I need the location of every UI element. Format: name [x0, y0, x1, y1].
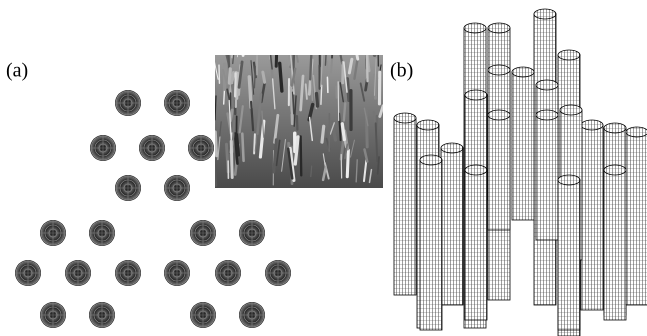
sem-wire	[280, 63, 282, 91]
cylinder-body	[465, 170, 487, 320]
cylinder-body	[604, 170, 626, 320]
sem-wire	[306, 84, 307, 99]
sem-wire	[375, 36, 378, 55]
cylinder-cap	[558, 50, 580, 60]
cylinder-cap	[560, 105, 582, 115]
cylinder-cap	[604, 165, 626, 175]
sem-wire	[232, 86, 234, 99]
sem-wire	[344, 103, 345, 120]
sem-wire	[229, 69, 230, 83]
cylinder-cap	[420, 155, 442, 165]
cylinder-cap	[626, 127, 647, 137]
cylinder-cap	[441, 143, 463, 153]
sem-wire	[378, 31, 379, 66]
sem-wire	[356, 48, 358, 59]
panel-b: (b)	[390, 9, 647, 336]
cylinder-body	[420, 160, 442, 330]
sem-wire	[263, 72, 265, 82]
sem-wire	[322, 126, 324, 142]
cylinder-body	[394, 118, 416, 295]
cylinder-cap	[488, 23, 510, 33]
cylinder-cap	[417, 120, 439, 130]
cylinder-body	[441, 148, 463, 305]
figure: (a) (b)	[0, 0, 647, 336]
sem-wire	[367, 43, 368, 81]
cylinder-body	[488, 115, 510, 230]
sem-wire	[338, 82, 339, 121]
cylinder-body	[626, 132, 647, 305]
cylinder-cap	[464, 23, 486, 33]
panel-label: (b)	[390, 60, 413, 82]
sem-wire	[242, 134, 243, 161]
sem-wire	[254, 67, 255, 88]
sem-wire	[347, 79, 349, 101]
cylinder-body	[558, 180, 580, 330]
sem-wire	[342, 124, 344, 140]
cylinder-cap	[394, 113, 416, 123]
cylinder-cap	[534, 9, 556, 19]
panel-a: (a)	[6, 20, 383, 328]
cylinder-cap	[465, 165, 487, 175]
cylinder-body	[581, 125, 603, 310]
sem-wire	[321, 85, 322, 104]
sem-wire	[237, 24, 238, 56]
sem-wire	[233, 42, 235, 57]
cylinder-cap	[604, 123, 626, 133]
sem-wire	[276, 44, 277, 67]
cylinder-body	[536, 115, 558, 240]
cylinder-array	[394, 9, 647, 336]
cylinder-cap	[488, 65, 510, 75]
sem-wire	[317, 93, 318, 106]
sem-wire	[215, 132, 216, 156]
sem-wire	[347, 150, 348, 176]
sem-wire	[293, 92, 294, 113]
cylinder-cap	[581, 120, 603, 130]
sem-wire	[310, 44, 312, 79]
panel-label: (a)	[6, 60, 28, 82]
sem-wire	[332, 21, 333, 58]
sem-wire	[237, 135, 239, 155]
sem-wire	[214, 156, 216, 185]
cylinder-body	[512, 72, 534, 220]
cylinder-cap	[465, 90, 487, 100]
cylinder-cap	[536, 110, 558, 120]
sem-wire	[231, 110, 233, 121]
sem-wire	[289, 26, 290, 65]
sem-wire	[243, 20, 246, 55]
cylinder-cap	[558, 175, 580, 185]
sem-wire	[231, 141, 232, 177]
cylinder-cap	[536, 80, 558, 90]
sem-wire	[229, 32, 232, 58]
cylinder-cap	[512, 67, 534, 77]
cylinder-cap	[488, 110, 510, 120]
sem-wire	[301, 136, 302, 175]
